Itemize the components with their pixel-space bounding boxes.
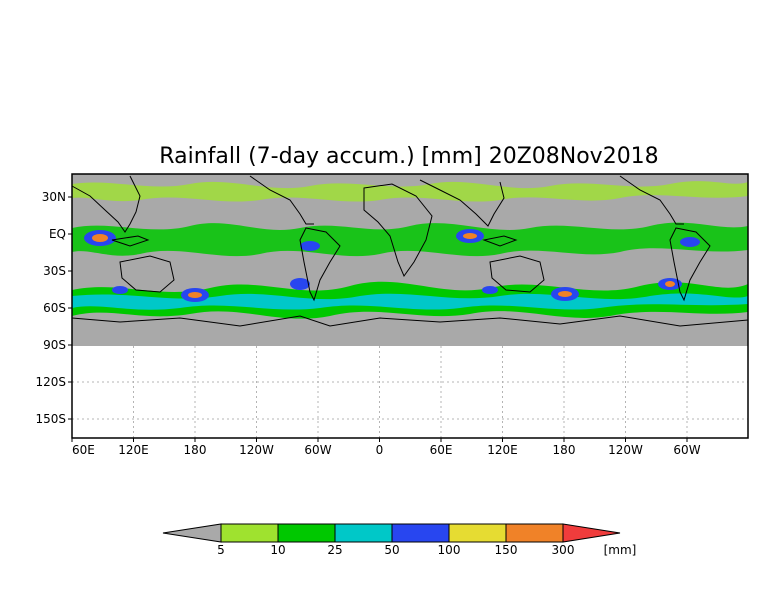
colorbar-label-25: 25 xyxy=(327,543,342,557)
longitude-axis: 60E 120E 180 120W 60W 0 60E 120E 180 120W 60W xyxy=(71,438,701,457)
colorbar-label-10: 10 xyxy=(270,543,285,557)
lat-tick-label: EQ xyxy=(49,227,66,241)
lon-tick-label: 60E xyxy=(430,443,453,457)
colorbar-below-triangle xyxy=(162,523,222,543)
colorbar-bin-50-100 xyxy=(391,523,450,543)
colorbar-bin-10-25 xyxy=(277,523,336,543)
colorbar-bin-5-10 xyxy=(220,523,279,543)
lat-tick-label: 120S xyxy=(35,375,66,389)
colorbar-label-300: 300 xyxy=(552,543,575,557)
colorbar: 5 10 25 50 100 150 300 [mm] xyxy=(162,523,637,557)
map-frame xyxy=(71,173,749,439)
colorbar-unit-label: [mm] xyxy=(604,543,637,557)
lat-tick-label: 90S xyxy=(43,338,66,352)
colorbar-bin-100-150 xyxy=(448,523,507,543)
lon-tick-label: 0 xyxy=(376,443,384,457)
lon-tick-label: 120W xyxy=(239,443,274,457)
colorbar-bin-150-300 xyxy=(505,523,564,543)
colorbar-label-150: 150 xyxy=(495,543,518,557)
lon-tick-label: 60W xyxy=(673,443,700,457)
coastlines xyxy=(71,175,749,327)
colorbar-bin-25-50 xyxy=(334,523,393,543)
latitude-axis: 30N EQ 30S 60S 90S 120S 150S xyxy=(35,190,72,426)
colorbar-above-triangle xyxy=(562,523,621,543)
lon-tick-label: 60W xyxy=(304,443,331,457)
rainfall-field-background xyxy=(72,174,748,346)
rainfall-bands xyxy=(72,181,748,319)
lon-tick-label: 180 xyxy=(553,443,576,457)
map-panel xyxy=(71,173,749,439)
map-title: Rainfall (7-day accum.) [mm] 20Z08Nov201… xyxy=(159,144,658,169)
colorbar-label-50: 50 xyxy=(384,543,399,557)
lat-tick-label: 30N xyxy=(42,190,66,204)
lon-tick-label: 120W xyxy=(608,443,643,457)
lon-tick-label: 120E xyxy=(487,443,518,457)
colorbar-label-100: 100 xyxy=(438,543,461,557)
colorbar-label-5: 5 xyxy=(217,543,225,557)
lon-tick-label: 60E xyxy=(72,443,95,457)
lat-tick-label: 60S xyxy=(43,301,66,315)
lon-tick-label: 120E xyxy=(118,443,149,457)
empty-southern-area xyxy=(72,346,748,438)
lon-tick-label: 180 xyxy=(184,443,207,457)
map-grid xyxy=(72,346,748,438)
lat-tick-label: 150S xyxy=(35,412,66,426)
lat-tick-label: 30S xyxy=(43,264,66,278)
